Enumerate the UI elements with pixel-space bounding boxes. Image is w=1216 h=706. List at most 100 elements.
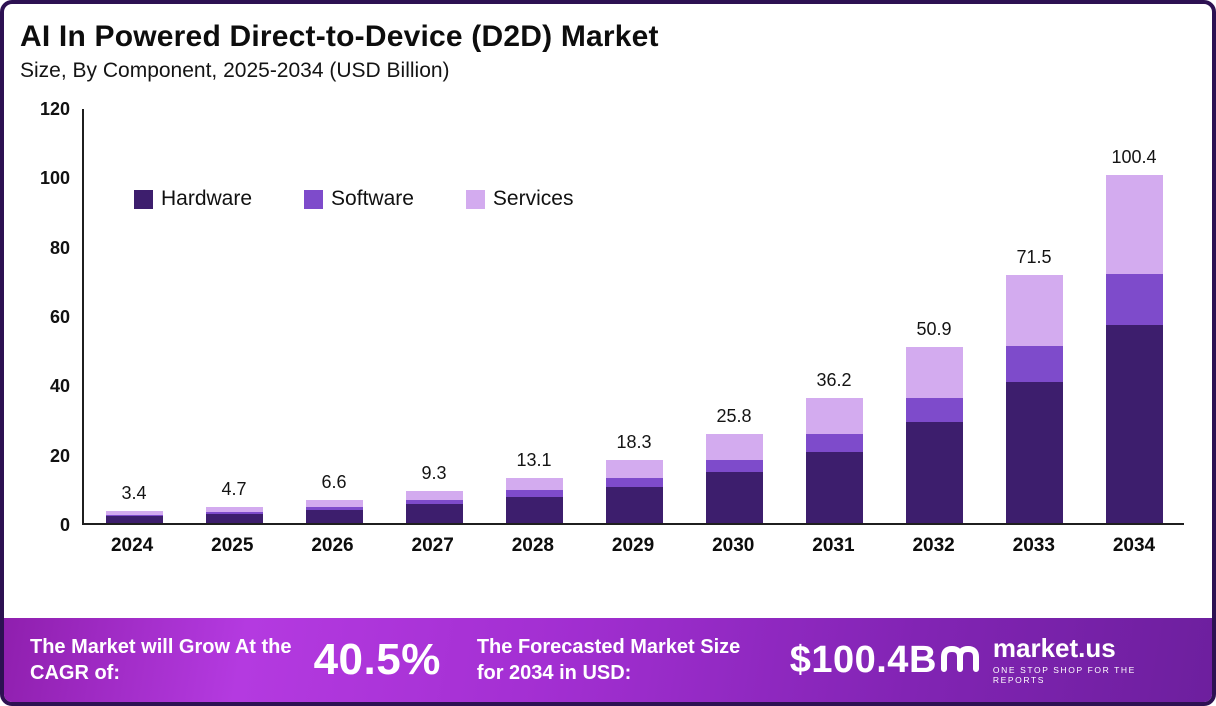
bar-segment-services	[905, 346, 963, 398]
x-cell: 2028	[483, 535, 583, 557]
bar-group: 36.2	[784, 109, 884, 523]
legend-label: Software	[331, 187, 414, 210]
cagr-label: The Market will Grow At the CAGR of:	[30, 636, 292, 684]
chart-area: 0 20 40 60 80 100 120 Hardware Software Services…	[18, 99, 1184, 557]
forecast-value: $100.4B	[789, 638, 937, 681]
x-tick-label: 2030	[712, 535, 755, 556]
brand-tagline: ONE STOP SHOP FOR THE REPORTS	[992, 665, 1136, 685]
x-tick-label: 2027	[411, 535, 454, 556]
bar-segment-software	[105, 514, 163, 517]
y-tick-label: 60	[49, 307, 70, 327]
x-cell: 2025	[182, 535, 282, 557]
bar-segment-services	[1105, 174, 1163, 275]
brand-group: market.us ONE STOP SHOP FOR THE REPORTS	[937, 635, 1186, 686]
plot-area: Hardware Software Services 3.4 4.7 6.6 9.3 13.…	[82, 109, 1184, 557]
header: AI In Powered Direct-to-Device (D2D) Mar…	[4, 4, 1212, 83]
bar-segment-services	[105, 511, 163, 515]
bar-segment-services	[205, 506, 263, 512]
bar-segment-software	[805, 434, 863, 452]
x-tick-label: 2031	[812, 535, 855, 556]
bar-segment-services	[405, 490, 463, 501]
bar-total-label: 3.4	[121, 483, 147, 504]
bar-segment-software	[705, 459, 763, 473]
y-tick-label: 0	[59, 515, 70, 535]
y-axis: 0 20 40 60 80 100 120	[18, 99, 82, 535]
bar-segment-software	[1005, 346, 1063, 382]
bar-segment-services	[705, 433, 763, 460]
footer-banner: The Market will Grow At the CAGR of: 40.…	[4, 618, 1212, 702]
bar-segment-software	[905, 397, 963, 423]
bar-total-label: 13.1	[516, 449, 552, 470]
bar-group: 100.4	[1084, 109, 1184, 523]
bar-stack	[605, 459, 663, 523]
bar-total-label: 4.7	[221, 478, 247, 499]
y-tick-label: 20	[49, 445, 70, 466]
y-tick-label: 40	[49, 376, 70, 397]
bar-stack	[705, 433, 763, 523]
bar-segment-hardware	[705, 472, 763, 523]
bar-stack	[305, 500, 363, 523]
bar-segment-hardware	[1105, 324, 1163, 523]
bar-segment-services	[805, 397, 863, 435]
x-axis-row: 2024 2025 2026 2027 2028 2029 2030 2031 2032 2033…	[82, 535, 1184, 557]
legend: Hardware Software Services	[134, 187, 573, 211]
x-cell: 2031	[783, 535, 883, 557]
x-tick-label: 2028	[511, 535, 554, 556]
bar-group: 6.6	[284, 109, 384, 523]
bar-stack	[205, 506, 263, 523]
bar-segment-software	[505, 490, 563, 497]
x-tick-label: 2032	[912, 535, 955, 556]
bar-segment-hardware	[605, 486, 663, 523]
bar-total-label: 50.9	[916, 318, 952, 339]
x-tick-label: 2026	[311, 535, 354, 556]
legend-item-hardware: Hardware	[134, 187, 252, 211]
x-tick-label: 2033	[1012, 535, 1055, 556]
bar-segment-hardware	[805, 451, 863, 523]
legend-swatch-icon	[134, 189, 153, 209]
x-tick-label: 2029	[611, 535, 655, 556]
bar-group: 18.3	[584, 109, 684, 523]
bar-stack	[1105, 174, 1163, 523]
bar-segment-hardware	[105, 516, 163, 523]
x-cell: 2027	[383, 535, 483, 557]
bar-group: 3.4	[84, 109, 184, 523]
x-cell: 2026	[282, 535, 382, 557]
bar-segment-services	[1005, 275, 1063, 347]
bar-total-label: 71.5	[1016, 247, 1052, 268]
legend-label: Hardware	[161, 187, 253, 210]
bar-stack	[405, 490, 463, 523]
legend-swatch-icon	[304, 189, 324, 209]
bar-group: 25.8	[684, 109, 784, 523]
bar-group: 71.5	[984, 109, 1084, 523]
bar-segment-software	[605, 477, 663, 487]
legend-item-software: Software	[304, 187, 414, 211]
x-cell: 2032	[884, 535, 984, 557]
legend-label: Services	[492, 187, 574, 210]
x-tick-label: 2025	[211, 535, 254, 556]
bars-row: 3.4 4.7 6.6 9.3 13.1 18.3 25.8 36.2 50.9 71.5 100.…	[82, 109, 1184, 525]
bar-group: 4.7	[184, 109, 284, 523]
page-title: AI In Powered Direct-to-Device (D2D) Mar…	[20, 20, 659, 53]
y-tick-label: 80	[49, 237, 70, 258]
page-subtitle: Size, By Component, 2025-2034 (USD Billi…	[20, 59, 450, 82]
legend-item-services: Services	[465, 187, 574, 211]
y-tick-label: 120	[39, 99, 70, 119]
bar-stack	[105, 511, 163, 523]
bar-segment-software	[305, 506, 363, 510]
y-tick-label: 100	[39, 168, 70, 189]
bar-total-label: 36.2	[816, 369, 852, 390]
legend-swatch-icon	[465, 189, 485, 209]
brand-name: market.us	[992, 633, 1116, 663]
brand-text: market.us ONE STOP SHOP FOR THE REPORTS	[993, 635, 1186, 685]
bar-segment-hardware	[905, 422, 963, 523]
x-tick-label: 2024	[110, 535, 154, 556]
x-cell: 2034	[1084, 535, 1184, 557]
bar-segment-hardware	[405, 504, 463, 523]
bar-segment-software	[205, 511, 263, 514]
bar-segment-hardware	[505, 496, 563, 523]
bar-segment-services	[305, 500, 363, 507]
bar-total-label: 25.8	[716, 405, 752, 426]
bar-stack	[1005, 275, 1063, 523]
x-cell: 2030	[683, 535, 783, 557]
